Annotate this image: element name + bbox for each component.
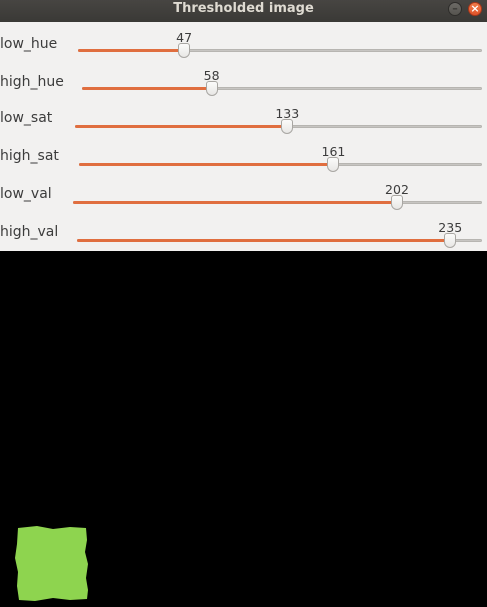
slider-fill xyxy=(77,239,451,242)
slider-label: low_hue xyxy=(0,36,58,52)
minus-icon: – xyxy=(452,2,458,15)
window-title: Thresholded image xyxy=(173,1,314,16)
slider-fill xyxy=(75,125,288,128)
slider-row-low-hue: low_hue 47 xyxy=(0,24,487,62)
slider-label: high_sat xyxy=(0,148,59,164)
slider-handle[interactable] xyxy=(390,195,403,210)
slider-row-high-val: high_val 235 xyxy=(0,214,487,252)
thresholded-image xyxy=(0,251,487,607)
minimize-button[interactable]: – xyxy=(448,2,462,16)
slider-fill xyxy=(73,201,397,204)
slider-value: 202 xyxy=(385,182,409,197)
trackbar-panel: low_hue 47 high_hue 58 low_sat 133 high_… xyxy=(0,22,487,251)
slider-handle[interactable] xyxy=(205,81,218,96)
slider-value: 161 xyxy=(321,144,346,159)
close-button[interactable]: × xyxy=(468,2,482,16)
thresholded-blob xyxy=(15,526,88,601)
slider-handle[interactable] xyxy=(178,43,191,58)
slider-value: 58 xyxy=(203,68,220,83)
slider-row-low-val: low_val 202 xyxy=(0,176,487,214)
slider-label: high_val xyxy=(0,224,59,240)
slider-fill xyxy=(79,163,334,166)
slider-value: 133 xyxy=(275,106,300,121)
close-icon: × xyxy=(470,2,480,15)
slider-row-low-sat: low_sat 133 xyxy=(0,100,487,138)
slider-value: 47 xyxy=(176,30,193,45)
slider-handle[interactable] xyxy=(327,157,340,172)
slider-handle[interactable] xyxy=(281,119,294,134)
title-bar[interactable]: Thresholded image – × xyxy=(0,0,487,22)
slider-value: 235 xyxy=(438,220,463,235)
slider-handle[interactable] xyxy=(444,233,457,248)
slider-label: low_val xyxy=(0,186,52,202)
slider-label: low_sat xyxy=(0,110,53,126)
slider-fill xyxy=(82,87,212,90)
slider-fill xyxy=(78,49,185,52)
slider-row-high-hue: high_hue 58 xyxy=(0,62,487,100)
slider-label: high_hue xyxy=(0,74,64,90)
slider-row-high-sat: high_sat 161 xyxy=(0,138,487,176)
